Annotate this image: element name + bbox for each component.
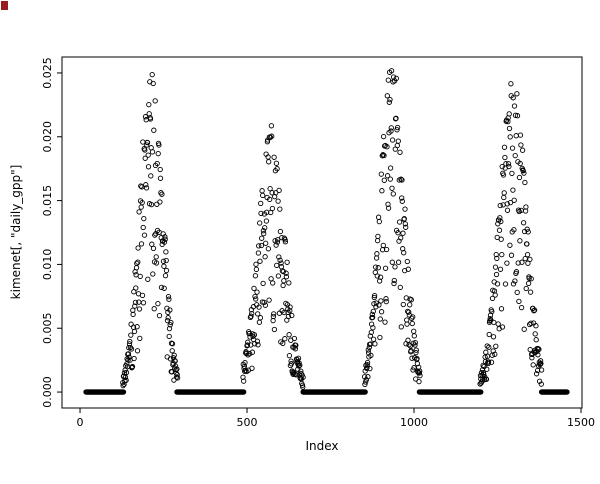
svg-text:0: 0	[77, 416, 84, 429]
svg-text:0.025: 0.025	[41, 57, 54, 89]
svg-text:0.020: 0.020	[41, 121, 54, 153]
svg-text:0.005: 0.005	[41, 312, 54, 344]
svg-text:1000: 1000	[400, 416, 428, 429]
svg-text:0.010: 0.010	[41, 249, 54, 281]
plot-border	[61, 56, 583, 409]
svg-text:0.015: 0.015	[41, 185, 54, 217]
x-axis-ticks: 0 500 1000 1500	[77, 408, 595, 429]
y-axis-label: kimenet[, "daily_gpp"]	[9, 165, 23, 300]
svg-text:0.000: 0.000	[41, 376, 54, 408]
x-axis-label: Index	[305, 439, 338, 453]
svg-text:1500: 1500	[567, 416, 595, 429]
y-axis-ticks: 0.000 0.005 0.010 0.015 0.020 0.025	[41, 57, 62, 408]
svg-text:500: 500	[237, 416, 258, 429]
scatter-points	[83, 68, 570, 395]
red-marker	[1, 1, 8, 10]
